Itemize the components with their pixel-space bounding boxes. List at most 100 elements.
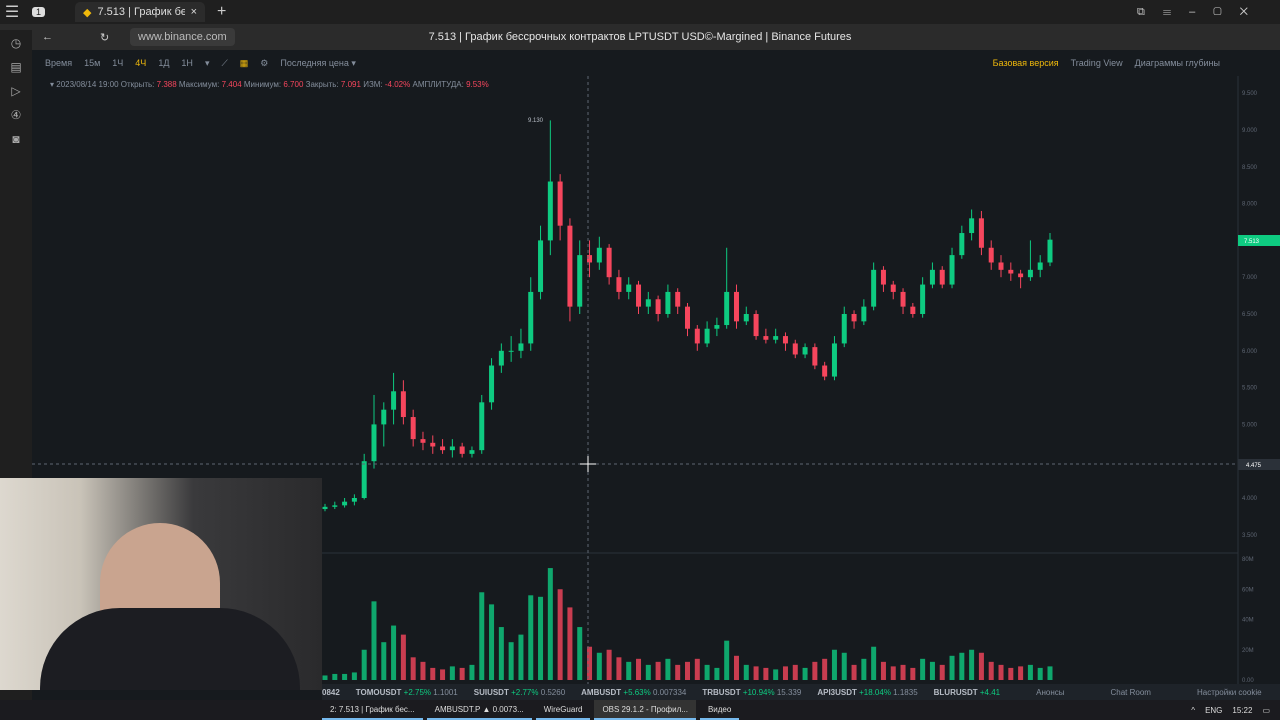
indicators-icon[interactable]: ⟋ <box>221 57 228 68</box>
candle <box>626 277 632 300</box>
volume-bar <box>920 658 926 680</box>
tray-arrow-icon[interactable]: ^ <box>1191 705 1196 715</box>
lang-indicator[interactable]: ENG <box>1205 705 1223 715</box>
taskbar-app[interactable]: 2: 7.513 | График бес... <box>322 700 423 720</box>
candle <box>861 299 867 326</box>
candle-body <box>567 225 573 307</box>
reload-icon[interactable]: ↻ <box>100 31 110 44</box>
volume-bar <box>371 601 377 680</box>
volume-bar <box>449 666 455 680</box>
window-controls[interactable]: ⧉☰–▢✕ <box>1137 5 1266 18</box>
ticker-item[interactable]: TRBUSDT +10.94% 15.339 <box>702 687 802 697</box>
back-icon[interactable]: ← <box>42 31 53 43</box>
history-icon[interactable]: ◷ <box>10 36 22 50</box>
more-intervals-icon[interactable]: ▾ <box>204 57 210 68</box>
ticker-item[interactable]: BLURUSDT +4.41 <box>933 687 1001 697</box>
taskbar-app[interactable]: Видео <box>699 700 740 720</box>
ticker-item[interactable]: 0842 <box>322 687 340 697</box>
clock[interactable]: 15:22 <box>1232 705 1253 715</box>
browser-menu-icon[interactable]: ☰ <box>4 4 20 21</box>
price-tick-label: 9.000 <box>1242 128 1258 134</box>
candle <box>322 503 328 512</box>
candle-body <box>871 269 877 307</box>
candle <box>596 236 602 270</box>
ticker-link[interactable]: Chat Room <box>1110 687 1151 697</box>
candle-body <box>773 336 779 340</box>
taskbar-app[interactable]: AMBUSDT.P ▲ 0.0073... <box>426 700 532 720</box>
candle-body <box>557 181 563 226</box>
system-tray: ^ ENG 15:22 ▭ <box>1191 706 1270 715</box>
depth-chart-tab[interactable]: Диаграммы глубины <box>1134 58 1220 68</box>
ticker-link[interactable]: Настройки cookie <box>1196 687 1262 697</box>
candle <box>665 284 671 318</box>
candle <box>939 266 945 289</box>
ticker-item[interactable]: SUIUSDT +2.77% 0.5260 <box>473 687 566 697</box>
candle <box>381 402 387 447</box>
screenshot-icon[interactable]: ◙ <box>12 132 20 146</box>
ticker-item[interactable]: AMBUSDT +5.63% 0.007334 <box>581 687 687 697</box>
player-icon[interactable]: ▷ <box>11 84 21 98</box>
volume-bar <box>675 664 681 680</box>
interval-1h[interactable]: 1Ч <box>112 58 124 68</box>
candle <box>773 328 779 344</box>
interval-4h[interactable]: 4Ч <box>135 58 147 68</box>
settings-icon[interactable]: ⚙ <box>260 57 269 68</box>
interval-time[interactable]: Время <box>45 58 73 68</box>
taskbar-app[interactable]: WireGuard <box>535 700 591 720</box>
notes-icon[interactable]: ▤ <box>10 60 22 74</box>
apps-icon[interactable]: ④ <box>10 108 22 122</box>
candle <box>351 494 357 506</box>
ticker-link[interactable]: Анонсы <box>1036 687 1065 697</box>
candle-body <box>812 347 818 366</box>
candle-body <box>831 343 837 377</box>
interval-1d[interactable]: 1Д <box>158 58 170 68</box>
ticker-item[interactable]: TOMOUSDT +2.75% 1.1001 <box>355 687 458 697</box>
candle-body <box>743 314 749 322</box>
ticker-item[interactable]: API3USDT +18.04% 1.1835 <box>817 687 918 697</box>
candle-body <box>508 350 514 352</box>
tab-counter[interactable]: 1 <box>32 7 46 17</box>
tab-binance[interactable]: ◆7.513 | График бессрочн× <box>75 2 206 22</box>
candle <box>518 328 524 359</box>
volume-bar <box>430 667 436 680</box>
candle-body <box>753 314 759 337</box>
close-icon[interactable]: × <box>190 6 198 18</box>
volume-bar <box>1047 666 1053 680</box>
candle <box>685 302 690 337</box>
candle <box>871 262 877 311</box>
candle <box>900 288 906 314</box>
candle-body <box>694 328 700 344</box>
chart-style-icon[interactable]: ▦ <box>239 57 249 68</box>
new-tab-button[interactable]: + <box>217 3 227 20</box>
volume-bar <box>1008 667 1014 680</box>
candle-body <box>636 284 642 307</box>
candle <box>440 439 446 454</box>
candle-body <box>714 325 720 329</box>
interval-1w[interactable]: 1Н <box>181 58 193 68</box>
notifications-icon[interactable]: ▭ <box>1262 705 1270 715</box>
address-bar: ← ↻ www.binance.com 7.513 | График бесср… <box>0 24 1280 50</box>
volume-bar <box>1018 666 1024 680</box>
candle-body <box>724 291 730 326</box>
volume-bar <box>851 664 857 680</box>
candle <box>479 394 485 454</box>
candle-body <box>841 314 847 344</box>
url-field[interactable]: www.binance.com <box>130 28 235 46</box>
volume-bar <box>655 661 661 680</box>
candle <box>675 288 681 314</box>
candlestick-chart[interactable]: 9.500 9.000 8.500 8.000 7.000 6.500 6.000 5.500… <box>0 0 1280 690</box>
basic-view-tab[interactable]: Базовая версия <box>992 58 1059 68</box>
candle <box>743 306 749 326</box>
volume-bar <box>704 664 710 680</box>
candle <box>851 310 857 329</box>
tradingview-tab[interactable]: Trading View <box>1070 58 1123 68</box>
volume-bar <box>782 666 788 680</box>
taskbar-app[interactable]: OBS 29.1.2 - Профил... <box>594 700 696 720</box>
candle <box>538 225 544 300</box>
interval-15m[interactable]: 15м <box>84 58 101 68</box>
volume-bar <box>929 661 935 680</box>
candle-body <box>449 446 455 451</box>
candle-body <box>685 306 690 329</box>
candle-body <box>351 498 357 502</box>
price-type-select[interactable]: Последняя цена ▾ <box>280 57 356 68</box>
